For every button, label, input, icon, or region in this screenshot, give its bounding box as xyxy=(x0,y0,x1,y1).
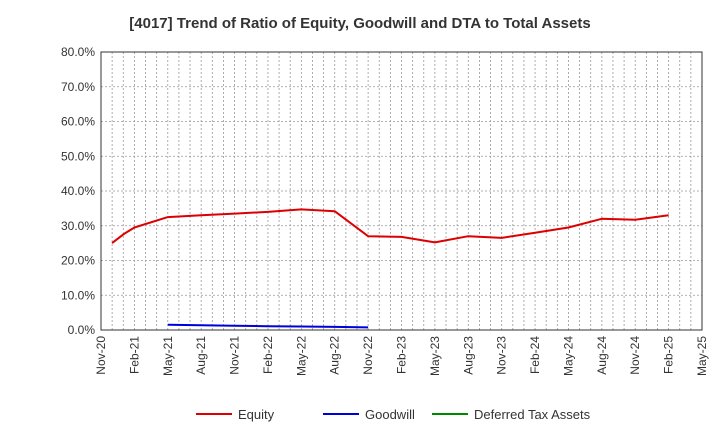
x-tick-label: Aug-24 xyxy=(595,336,609,375)
series-line-equity xyxy=(111,208,669,244)
x-tick-label: Nov-22 xyxy=(361,336,375,375)
plot-frame xyxy=(100,51,703,331)
y-tick-label: 30.0% xyxy=(61,219,95,233)
x-tick-label: Aug-21 xyxy=(194,336,208,375)
y-tick-label: 20.0% xyxy=(61,254,95,268)
grid-layer xyxy=(101,51,702,331)
x-tick-label: Feb-21 xyxy=(127,336,141,374)
x-tick-label: Aug-23 xyxy=(461,336,475,375)
x-tick-label: Feb-22 xyxy=(261,336,275,374)
x-tick-label: Feb-23 xyxy=(395,336,409,374)
y-tick-label: 0.0% xyxy=(68,323,96,337)
y-axis: 0.0% 10.0% 20.0% 30.0% 40.0% 50.0% 60.0% 70.0% 8… xyxy=(61,45,95,337)
y-tick-label: 50.0% xyxy=(61,149,95,163)
series-line-goodwill xyxy=(167,323,369,329)
legend: Equity Goodwill Deferred Tax Assets xyxy=(196,407,591,422)
x-tick-label: Aug-22 xyxy=(328,336,342,375)
x-tick-label: May-25 xyxy=(695,336,709,376)
x-tick-label: May-21 xyxy=(161,336,175,376)
x-tick-label: May-23 xyxy=(428,336,442,376)
legend-label-equity: Equity xyxy=(238,407,275,422)
series-layer xyxy=(111,208,669,329)
x-tick-label: May-22 xyxy=(294,336,308,376)
y-tick-label: 60.0% xyxy=(61,115,95,129)
x-tick-label: Feb-24 xyxy=(528,336,542,374)
x-tick-label: May-24 xyxy=(561,336,575,376)
x-tick-label: Nov-21 xyxy=(228,336,242,375)
chart-title: [4017] Trend of Ratio of Equity, Goodwil… xyxy=(129,15,591,32)
x-tick-label: Nov-24 xyxy=(628,336,642,375)
x-tick-label: Feb-25 xyxy=(662,336,676,374)
x-tick-label: Nov-23 xyxy=(495,336,509,375)
x-axis: Nov-20 Feb-21 May-21 Aug-21 Nov-21 Feb-22 May-… xyxy=(94,336,709,376)
y-tick-label: 40.0% xyxy=(61,184,95,198)
y-tick-label: 70.0% xyxy=(61,80,95,94)
legend-label-deferred-tax-assets: Deferred Tax Assets xyxy=(474,407,591,422)
y-tick-label: 10.0% xyxy=(61,288,95,302)
x-tick-label: Nov-20 xyxy=(94,336,108,375)
y-tick-label: 80.0% xyxy=(61,45,95,59)
legend-label-goodwill: Goodwill xyxy=(365,407,415,422)
